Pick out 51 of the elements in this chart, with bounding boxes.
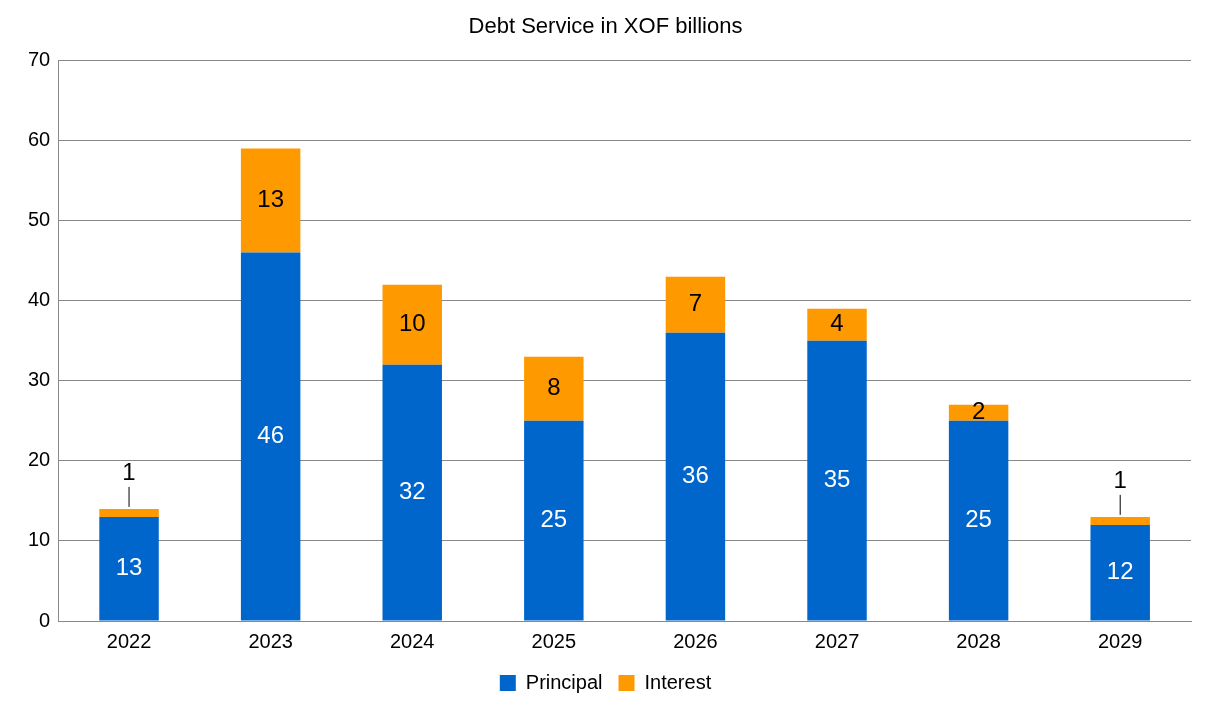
bar — [240, 252, 301, 621]
x-tick-label: 2022 — [106, 629, 152, 652]
data-label: 32 — [398, 477, 426, 505]
x-tick-label: 2023 — [248, 629, 293, 652]
data-label: 36 — [682, 461, 709, 489]
bar — [524, 420, 584, 621]
bar — [807, 340, 867, 621]
data-label: 13 — [257, 185, 284, 213]
bar — [99, 508, 159, 517]
y-tick-label: 70 — [28, 47, 51, 70]
data-label: 4 — [830, 309, 844, 337]
bar — [1090, 524, 1150, 621]
data-label: 25 — [540, 505, 568, 533]
bar — [948, 404, 1009, 421]
data-label: 1 — [122, 457, 136, 485]
data-label: 25 — [965, 505, 992, 533]
x-tick-label: 2026 — [673, 629, 718, 652]
x-tick-label: 2028 — [956, 629, 1001, 652]
data-label: 1 — [1113, 465, 1127, 493]
chart-title: Debt Service in XOF billions — [468, 13, 743, 39]
x-tick-label: 2024 — [389, 629, 435, 652]
bar — [524, 356, 584, 421]
bar — [382, 284, 442, 365]
y-tick-label: 60 — [28, 128, 51, 150]
bar — [665, 276, 726, 333]
legend-label: Interest — [644, 670, 712, 693]
y-tick-label: 50 — [28, 208, 51, 231]
data-label: 7 — [688, 289, 703, 317]
bar — [240, 148, 301, 253]
bar — [382, 364, 442, 621]
x-tick-label: 2029 — [1097, 629, 1143, 652]
y-tick-label: 30 — [28, 368, 51, 391]
data-label: 12 — [1106, 557, 1134, 585]
data-label: 10 — [398, 309, 426, 337]
y-tick-label: 10 — [28, 528, 51, 551]
y-tick-label: 20 — [28, 448, 51, 471]
bar — [665, 332, 726, 621]
x-tick-label: 2025 — [531, 629, 577, 652]
y-tick-label: 0 — [39, 608, 51, 631]
data-label: 46 — [257, 421, 284, 449]
bar — [1090, 516, 1150, 525]
data-label: 35 — [823, 465, 851, 493]
data-label: 13 — [115, 553, 143, 581]
bar — [99, 516, 159, 621]
bar — [807, 308, 867, 341]
data-label: 8 — [547, 373, 561, 401]
y-tick-label: 40 — [28, 288, 51, 311]
bar — [948, 420, 1009, 621]
data-label: 2 — [971, 397, 986, 425]
x-tick-label: 2027 — [814, 629, 860, 652]
legend-label: Principal — [525, 670, 603, 693]
